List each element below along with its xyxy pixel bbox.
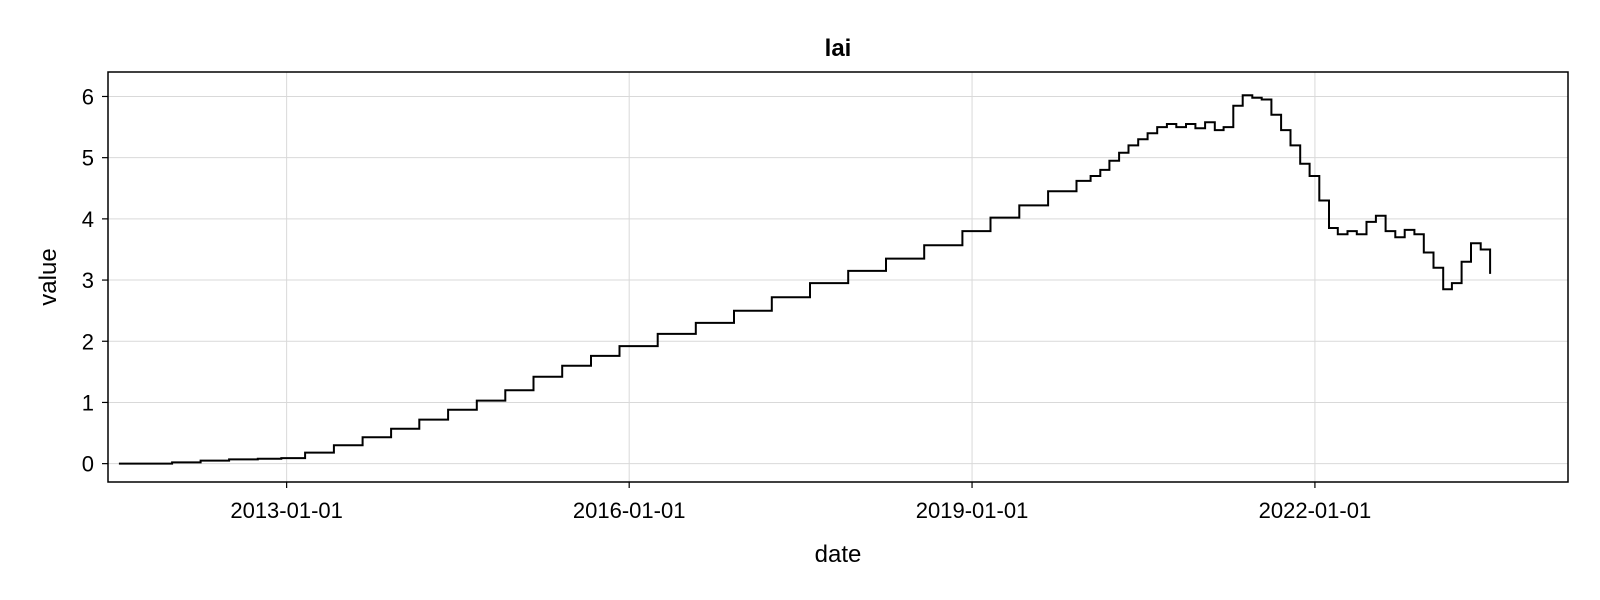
x-axis-label: date — [815, 541, 862, 568]
tick-label-layer: 0 1 2 3 4 5 6 2013-01-01 2016-01-01 2019-01-01 202… — [82, 84, 1371, 523]
y-tick-label: 5 — [82, 146, 94, 171]
x-tick-label: 2013-01-01 — [230, 498, 343, 523]
plot-frame — [107, 71, 1569, 483]
y-tick-label: 3 — [82, 268, 94, 293]
y-tick-label: 1 — [82, 390, 94, 415]
y-tick-label: 4 — [82, 207, 94, 232]
y-axis-label: value — [35, 248, 62, 305]
tick-layer — [102, 95, 1316, 488]
lai-series-line — [118, 94, 1492, 465]
y-tick-label: 0 — [82, 452, 94, 477]
grid-layer — [108, 72, 1568, 482]
x-tick-label: 2022-01-01 — [1259, 498, 1372, 523]
y-tick-label: 2 — [82, 329, 94, 354]
chart-title: lai — [825, 35, 852, 62]
series-layer — [118, 94, 1492, 465]
y-tick-label: 6 — [82, 84, 94, 109]
x-tick-label: 2016-01-01 — [573, 498, 686, 523]
x-tick-label: 2019-01-01 — [916, 498, 1029, 523]
